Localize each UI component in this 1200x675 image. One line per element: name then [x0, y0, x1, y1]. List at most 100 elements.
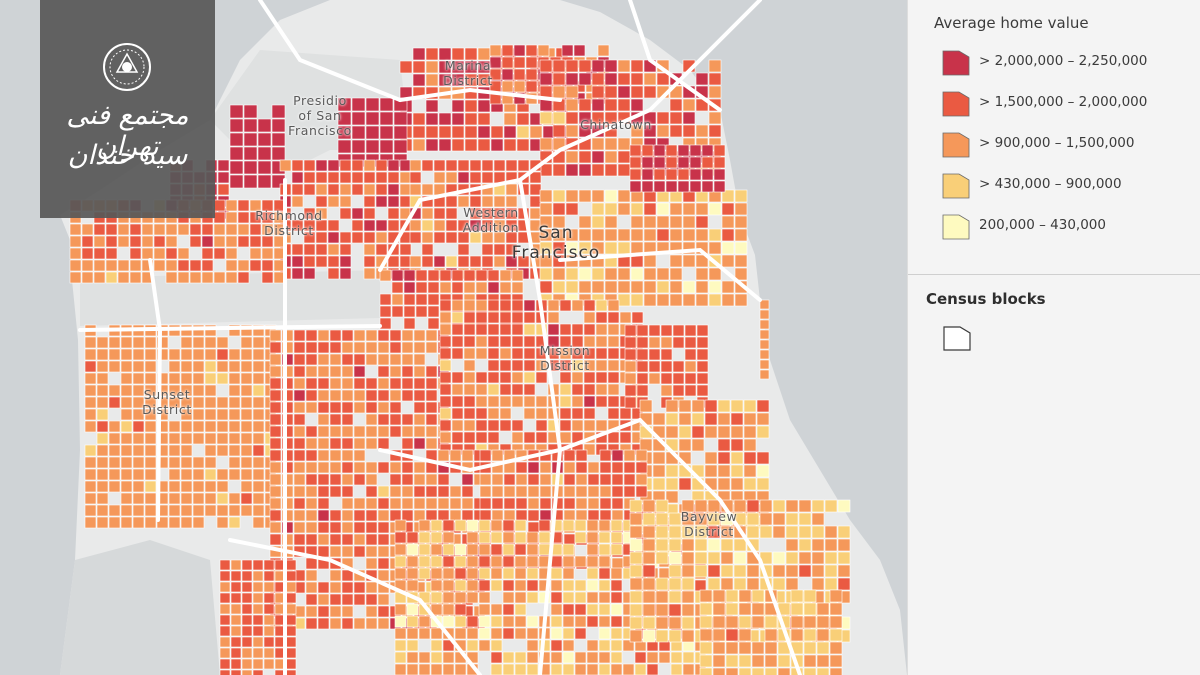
census-block[interactable] [285, 603, 297, 615]
census-block[interactable] [81, 235, 94, 248]
census-block[interactable] [291, 171, 304, 184]
census-block[interactable] [478, 639, 491, 652]
census-block[interactable] [69, 271, 82, 284]
census-block[interactable] [339, 171, 352, 184]
census-block[interactable] [96, 468, 109, 481]
census-block[interactable] [412, 47, 426, 61]
census-block[interactable] [217, 159, 230, 172]
census-block[interactable] [285, 647, 297, 659]
census-block[interactable] [598, 579, 611, 592]
census-block[interactable] [457, 171, 470, 184]
census-block[interactable] [503, 497, 516, 510]
census-block[interactable] [401, 353, 414, 366]
census-block[interactable] [421, 159, 434, 172]
census-block[interactable] [464, 73, 478, 87]
census-block[interactable] [717, 464, 731, 478]
census-block[interactable] [511, 311, 524, 324]
census-block[interactable] [463, 359, 476, 372]
census-block[interactable] [439, 281, 452, 294]
census-block[interactable] [604, 98, 618, 112]
census-block[interactable] [526, 651, 539, 664]
census-block[interactable] [281, 401, 294, 414]
census-block[interactable] [669, 254, 683, 268]
census-block[interactable] [341, 545, 354, 558]
census-block[interactable] [824, 499, 838, 513]
census-block[interactable] [717, 399, 731, 413]
census-block[interactable] [192, 456, 205, 469]
census-block[interactable] [341, 425, 354, 438]
census-block[interactable] [656, 111, 670, 125]
census-block[interactable] [120, 492, 133, 505]
census-block[interactable] [403, 305, 416, 318]
census-block[interactable] [583, 299, 596, 312]
census-block[interactable] [228, 456, 241, 469]
census-block[interactable] [263, 603, 275, 615]
census-block[interactable] [574, 663, 587, 675]
census-block[interactable] [317, 497, 330, 510]
census-block[interactable] [684, 348, 697, 361]
census-block[interactable] [451, 383, 464, 396]
census-block[interactable] [630, 202, 644, 216]
census-block[interactable] [389, 353, 402, 366]
census-block[interactable] [219, 625, 231, 637]
census-block[interactable] [481, 231, 494, 244]
census-block[interactable] [285, 614, 297, 626]
census-block[interactable] [563, 533, 576, 546]
census-block[interactable] [329, 509, 342, 522]
census-block[interactable] [105, 271, 118, 284]
census-block[interactable] [699, 602, 713, 616]
census-block[interactable] [505, 219, 518, 232]
census-block[interactable] [317, 545, 330, 558]
census-block[interactable] [351, 125, 366, 140]
census-block[interactable] [413, 413, 426, 426]
census-block[interactable] [425, 413, 438, 426]
census-block[interactable] [790, 602, 804, 616]
census-block[interactable] [257, 132, 272, 147]
census-block[interactable] [648, 348, 661, 361]
census-block[interactable] [339, 159, 352, 172]
census-block[interactable] [636, 372, 649, 385]
census-block[interactable] [339, 255, 352, 268]
census-block[interactable] [550, 555, 563, 568]
census-block[interactable] [591, 280, 605, 294]
census-block[interactable] [635, 449, 648, 462]
census-block[interactable] [454, 543, 467, 556]
census-block[interactable] [418, 519, 431, 532]
census-block[interactable] [108, 444, 121, 457]
census-block[interactable] [84, 360, 97, 373]
census-block[interactable] [607, 311, 620, 324]
census-block[interactable] [478, 531, 491, 544]
census-block[interactable] [678, 399, 692, 413]
census-block[interactable] [708, 202, 722, 216]
census-block[interactable] [756, 425, 770, 439]
census-block[interactable] [204, 384, 217, 397]
census-block[interactable] [682, 124, 696, 138]
census-block[interactable] [539, 497, 552, 510]
census-block[interactable] [725, 628, 739, 642]
census-block[interactable] [433, 231, 446, 244]
census-block[interactable] [216, 408, 229, 421]
census-block[interactable] [430, 543, 443, 556]
census-block[interactable] [631, 311, 644, 324]
census-block[interactable] [730, 399, 744, 413]
census-block[interactable] [303, 159, 316, 172]
census-block[interactable] [341, 497, 354, 510]
census-block[interactable] [168, 348, 181, 361]
census-block[interactable] [824, 538, 838, 552]
census-block[interactable] [252, 614, 264, 626]
census-block[interactable] [704, 399, 718, 413]
census-block[interactable] [475, 335, 488, 348]
census-block[interactable] [341, 353, 354, 366]
census-block[interactable] [341, 341, 354, 354]
census-block[interactable] [707, 577, 721, 591]
census-block[interactable] [707, 564, 721, 578]
census-block[interactable] [490, 603, 503, 616]
census-block[interactable] [696, 348, 709, 361]
census-block[interactable] [583, 347, 596, 360]
census-block[interactable] [665, 399, 679, 413]
census-block[interactable] [578, 215, 592, 229]
census-block[interactable] [535, 419, 548, 432]
census-block[interactable] [829, 654, 843, 668]
census-block[interactable] [699, 615, 713, 629]
census-block[interactable] [562, 639, 575, 652]
